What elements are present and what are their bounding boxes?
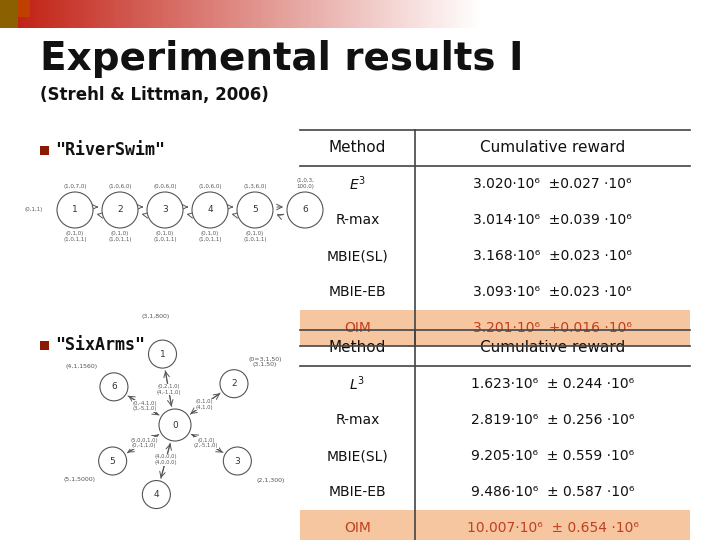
Bar	[427, 0, 430, 28]
Bar	[122, 0, 125, 28]
Bar	[207, 0, 210, 28]
Bar	[182, 0, 185, 28]
Text: (0,1,0)
(1,0,1,1): (0,1,0) (1,0,1,1)	[153, 231, 176, 242]
Bar	[329, 0, 332, 28]
Bar	[341, 0, 343, 28]
Bar	[360, 0, 363, 28]
Bar	[405, 0, 408, 28]
Bar	[418, 0, 420, 28]
Text: 3.020·10⁶  ±0.027 ·10⁶: 3.020·10⁶ ±0.027 ·10⁶	[473, 177, 631, 191]
Text: (0,1,0)
(1,0,1,1): (0,1,0) (1,0,1,1)	[198, 231, 222, 242]
Bar	[70, 0, 73, 28]
Bar	[175, 0, 178, 28]
Bar	[96, 0, 99, 28]
Bar	[444, 0, 447, 28]
Circle shape	[102, 192, 138, 228]
Text: 3.168·10⁶  ±0.023 ·10⁶: 3.168·10⁶ ±0.023 ·10⁶	[473, 249, 632, 263]
Bar	[50, 0, 53, 28]
Bar	[0, 0, 3, 28]
Bar	[137, 0, 140, 28]
Bar	[130, 0, 132, 28]
Bar	[410, 0, 413, 28]
Text: R-max: R-max	[336, 213, 379, 227]
Bar	[276, 0, 279, 28]
Bar	[387, 0, 390, 28]
Bar	[108, 0, 111, 28]
Bar	[302, 0, 305, 28]
Bar	[394, 0, 397, 28]
Bar	[89, 0, 91, 28]
Circle shape	[147, 192, 183, 228]
Bar	[99, 0, 102, 28]
Bar	[439, 0, 442, 28]
Bar	[19, 0, 22, 28]
Bar	[326, 0, 329, 28]
Bar	[466, 0, 469, 28]
Bar	[408, 0, 411, 28]
Text: 6: 6	[111, 382, 117, 392]
Bar	[36, 0, 39, 28]
Bar	[369, 0, 372, 28]
Bar	[355, 0, 358, 28]
Bar	[245, 0, 248, 28]
Bar	[473, 0, 476, 28]
Circle shape	[237, 192, 273, 228]
Text: 2.819·10⁶  ± 0.256 ·10⁶: 2.819·10⁶ ± 0.256 ·10⁶	[471, 413, 634, 427]
Bar	[156, 0, 159, 28]
Bar	[153, 0, 156, 28]
Text: 5: 5	[252, 206, 258, 214]
Bar	[254, 0, 257, 28]
Bar	[468, 0, 471, 28]
Bar	[372, 0, 375, 28]
Bar	[449, 0, 451, 28]
Bar	[391, 0, 394, 28]
Bar	[94, 0, 96, 28]
Bar	[38, 0, 41, 28]
Bar	[17, 0, 19, 28]
Bar	[120, 0, 123, 28]
Circle shape	[57, 192, 93, 228]
Bar	[173, 0, 176, 28]
Text: $E^3$: $E^3$	[349, 175, 366, 193]
Bar	[29, 0, 32, 28]
Bar	[142, 0, 145, 28]
Bar	[281, 0, 284, 28]
Bar	[53, 0, 55, 28]
Text: R-max: R-max	[336, 413, 379, 427]
Bar	[45, 0, 48, 28]
Bar	[367, 0, 370, 28]
Bar	[67, 0, 70, 28]
Text: (0,0,6,0): (0,0,6,0)	[153, 184, 176, 189]
Bar	[384, 0, 387, 28]
Bar	[77, 0, 80, 28]
Bar	[144, 0, 147, 28]
Bar	[353, 0, 356, 28]
Bar	[81, 0, 84, 28]
Bar	[58, 0, 60, 28]
Bar	[146, 0, 149, 28]
Bar	[300, 510, 690, 540]
Text: "RiverSwim": "RiverSwim"	[55, 141, 165, 159]
Bar	[389, 0, 392, 28]
Bar	[79, 0, 82, 28]
Bar	[55, 0, 58, 28]
Bar	[477, 0, 480, 28]
Bar	[430, 0, 433, 28]
Bar	[401, 0, 404, 28]
Bar	[300, 310, 690, 346]
Bar	[451, 0, 454, 28]
Text: MBIE(SL): MBIE(SL)	[327, 449, 388, 463]
Bar	[271, 0, 274, 28]
Text: (0,1,0)
(1,0,1,1): (0,1,0) (1,0,1,1)	[63, 231, 86, 242]
Bar	[461, 0, 464, 28]
Bar	[346, 0, 348, 28]
Bar	[106, 0, 109, 28]
Bar	[5, 0, 8, 28]
Bar	[211, 0, 214, 28]
Bar	[139, 0, 142, 28]
Bar	[202, 0, 204, 28]
Bar	[266, 0, 269, 28]
Bar	[269, 0, 271, 28]
Bar	[403, 0, 406, 28]
Bar	[216, 0, 219, 28]
